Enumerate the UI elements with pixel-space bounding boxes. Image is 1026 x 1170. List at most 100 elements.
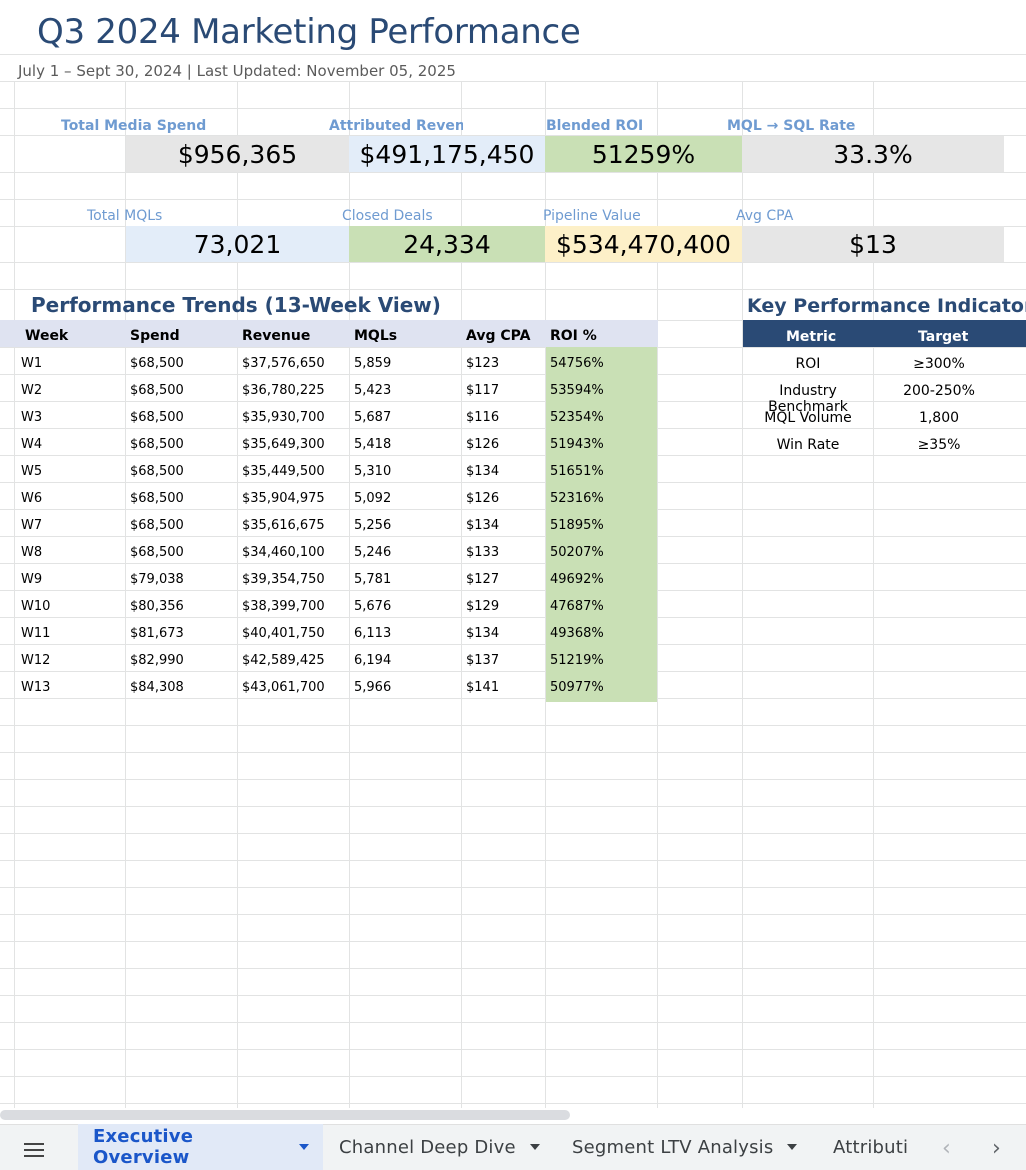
cell-revenue[interactable]: $43,061,700 (242, 680, 325, 695)
cell-mqls[interactable]: 5,246 (354, 545, 392, 560)
kpi-target-cell[interactable]: 1,800 (918, 410, 960, 426)
cell-avg-cpa[interactable]: $141 (466, 680, 500, 695)
cell-spend[interactable]: $68,500 (130, 356, 184, 371)
cell-revenue[interactable]: $35,930,700 (242, 410, 325, 425)
cell-roi[interactable]: 47687% (550, 599, 604, 614)
cell-spend[interactable]: $68,500 (130, 518, 184, 533)
cell-roi[interactable]: 49692% (550, 572, 604, 587)
cell-spend[interactable]: $68,500 (130, 383, 184, 398)
cell-mqls[interactable]: 5,418 (354, 437, 392, 452)
cell-week[interactable]: W3 (21, 410, 43, 425)
kpi-table-header-target[interactable]: Target (918, 329, 969, 345)
cell-roi[interactable]: 52354% (550, 410, 604, 425)
cell-mqls[interactable]: 5,781 (354, 572, 392, 587)
cell-spend[interactable]: $68,500 (130, 545, 184, 560)
cell-avg-cpa[interactable]: $126 (466, 437, 500, 452)
cell-week[interactable]: W10 (21, 599, 51, 614)
cell-roi[interactable]: 52316% (550, 491, 604, 506)
kpi-value-avg-cpa[interactable]: $13 (742, 226, 1004, 262)
cell-mqls[interactable]: 5,676 (354, 599, 392, 614)
cell-roi[interactable]: 51651% (550, 464, 604, 479)
kpi-value-blended-roi[interactable]: 51259% (545, 136, 742, 172)
cell-week[interactable]: W4 (21, 437, 43, 452)
cell-roi[interactable]: 51219% (550, 653, 604, 668)
cell-avg-cpa[interactable]: $123 (466, 356, 500, 371)
kpi-table-header-metric[interactable]: Metric (786, 329, 837, 345)
cell-avg-cpa[interactable]: $129 (466, 599, 500, 614)
cell-spend[interactable]: $84,308 (130, 680, 184, 695)
trends-header-mqls[interactable]: MQLs (354, 328, 398, 344)
tab-segment-ltv-analysis[interactable]: Segment LTV Analysis (572, 1124, 798, 1170)
cell-roi[interactable]: 51943% (550, 437, 604, 452)
cell-avg-cpa[interactable]: $126 (466, 491, 500, 506)
trends-header-avg-cpa[interactable]: Avg CPA (466, 328, 531, 344)
tab-attribution[interactable]: Attributi (833, 1124, 917, 1170)
cell-avg-cpa[interactable]: $127 (466, 572, 500, 587)
kpi-value-mql-sql-rate[interactable]: 33.3% (742, 136, 1004, 172)
cell-week[interactable]: W5 (21, 464, 43, 479)
cell-week[interactable]: W12 (21, 653, 51, 668)
trends-header-spend[interactable]: Spend (130, 328, 180, 344)
cell-mqls[interactable]: 5,687 (354, 410, 392, 425)
chevron-down-icon[interactable] (529, 1144, 540, 1150)
cell-revenue[interactable]: $35,904,975 (242, 491, 325, 506)
cell-revenue[interactable]: $38,399,700 (242, 599, 325, 614)
cell-mqls[interactable]: 6,113 (354, 626, 392, 641)
kpi-metric-cell[interactable]: MQL Volume (764, 410, 852, 426)
kpi-value-pipeline-value[interactable]: $534,470,400 (545, 226, 742, 262)
tab-executive-overview[interactable]: Executive Overview (78, 1124, 323, 1170)
spreadsheet-grid[interactable] (0, 0, 1026, 1108)
cell-mqls[interactable]: 6,194 (354, 653, 392, 668)
cell-spend[interactable]: $81,673 (130, 626, 184, 641)
kpi-metric-cell[interactable]: ROI (795, 356, 821, 372)
cell-spend[interactable]: $68,500 (130, 437, 184, 452)
trends-header-roi[interactable]: ROI % (550, 328, 597, 344)
cell-week[interactable]: W7 (21, 518, 43, 533)
chevron-down-icon[interactable] (787, 1144, 798, 1150)
kpi-value-media-spend[interactable]: $956,365 (126, 136, 349, 172)
kpi-metric-cell[interactable]: Industry Benchmark (768, 383, 848, 415)
cell-revenue[interactable]: $40,401,750 (242, 626, 325, 641)
cell-roi[interactable]: 50207% (550, 545, 604, 560)
cell-week[interactable]: W2 (21, 383, 43, 398)
cell-week[interactable]: W1 (21, 356, 43, 371)
cell-revenue[interactable]: $35,449,500 (242, 464, 325, 479)
cell-avg-cpa[interactable]: $134 (466, 518, 500, 533)
kpi-value-attributed-revenue[interactable]: $491,175,450 (349, 136, 545, 172)
cell-roi[interactable]: 54756% (550, 356, 604, 371)
cell-avg-cpa[interactable]: $117 (466, 383, 500, 398)
cell-roi[interactable]: 50977% (550, 680, 604, 695)
cell-mqls[interactable]: 5,092 (354, 491, 392, 506)
cell-revenue[interactable]: $35,649,300 (242, 437, 325, 452)
cell-spend[interactable]: $68,500 (130, 491, 184, 506)
cell-avg-cpa[interactable]: $133 (466, 545, 500, 560)
cell-mqls[interactable]: 5,966 (354, 680, 392, 695)
cell-spend[interactable]: $80,356 (130, 599, 184, 614)
cell-spend[interactable]: $82,990 (130, 653, 184, 668)
cell-avg-cpa[interactable]: $116 (466, 410, 500, 425)
cell-avg-cpa[interactable]: $134 (466, 464, 500, 479)
trends-header-week[interactable]: Week (25, 328, 69, 344)
tab-channel-deep-dive[interactable]: Channel Deep Dive (339, 1124, 540, 1170)
cell-revenue[interactable]: $37,576,650 (242, 356, 325, 371)
cell-spend[interactable]: $79,038 (130, 572, 184, 587)
kpi-value-total-mqls[interactable]: 73,021 (126, 226, 349, 262)
kpi-value-closed-deals[interactable]: 24,334 (349, 226, 545, 262)
cell-week[interactable]: W8 (21, 545, 43, 560)
kpi-target-cell[interactable]: ≥300% (913, 356, 965, 372)
kpi-target-cell[interactable]: ≥35% (917, 437, 961, 453)
chevron-right-icon[interactable]: › (992, 1136, 1001, 1161)
cell-week[interactable]: W13 (21, 680, 51, 695)
kpi-target-cell[interactable]: 200-250% (903, 383, 975, 399)
cell-mqls[interactable]: 5,859 (354, 356, 392, 371)
cell-revenue[interactable]: $42,589,425 (242, 653, 325, 668)
cell-avg-cpa[interactable]: $137 (466, 653, 500, 668)
cell-week[interactable]: W11 (21, 626, 51, 641)
chevron-down-icon[interactable] (299, 1144, 309, 1150)
cell-mqls[interactable]: 5,256 (354, 518, 392, 533)
cell-revenue[interactable]: $34,460,100 (242, 545, 325, 560)
cell-spend[interactable]: $68,500 (130, 410, 184, 425)
cell-roi[interactable]: 49368% (550, 626, 604, 641)
cell-week[interactable]: W6 (21, 491, 43, 506)
cell-revenue[interactable]: $39,354,750 (242, 572, 325, 587)
